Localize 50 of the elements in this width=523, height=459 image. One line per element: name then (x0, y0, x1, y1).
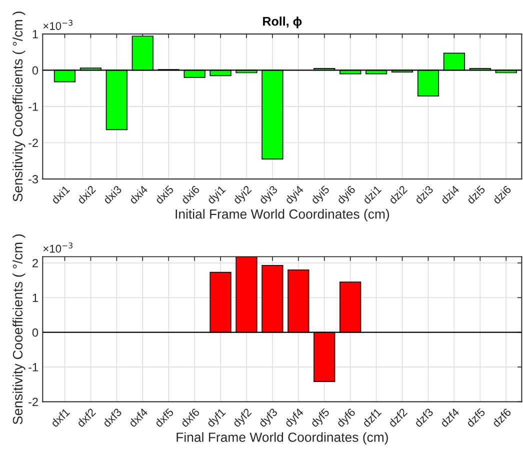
x-tick-label: dxi3 (102, 184, 122, 204)
y-tick-label: 2 (32, 258, 38, 268)
y-tick-label: 0 (32, 328, 38, 337)
x-tick-label: dzi6 (492, 184, 512, 204)
x-tick-label: dyf2 (232, 408, 254, 430)
x-tick-label: dzf2 (388, 408, 408, 428)
y-axis-title: Sensitivity Cooefficients ( °/cm ) (12, 12, 26, 202)
x-tick-label: dxi4 (128, 184, 148, 204)
y-tick-label: 1 (32, 30, 38, 38)
x-tick-label: dxf6 (180, 408, 200, 428)
x-tick-label: dyi6 (336, 184, 358, 206)
y-tick-label: -1 (28, 363, 38, 372)
x-tick-label: dxf2 (76, 408, 96, 428)
x-tick-label: dzi3 (414, 184, 434, 204)
x-tick-label: dzi4 (440, 184, 460, 204)
x-tick-label: dyi1 (206, 184, 228, 206)
x-tick-label: dzf6 (492, 408, 512, 428)
x-tick-label: dyf3 (258, 408, 280, 430)
x-axis-title: Initial Frame World Coordinates (cm) (176, 209, 390, 222)
y-tick-label: -2 (28, 138, 38, 148)
x-tick-label: dxi5 (154, 184, 174, 204)
x-tick-label: dxi1 (50, 184, 70, 204)
y-axis-title: Sensitivity Cooefficients ( °/cm ) (12, 234, 26, 424)
x-tick-label: dxi2 (76, 184, 96, 204)
x-tick-label: dyi5 (310, 184, 332, 206)
x-tick-label: dzi1 (362, 184, 382, 204)
x-tick-label: dzi5 (466, 184, 486, 204)
y-tick-label: 1 (32, 294, 38, 302)
y-tick-label: -3 (28, 175, 38, 184)
x-tick-label: dzi2 (388, 184, 408, 204)
x-tick-label: dyf6 (336, 408, 358, 430)
x-tick-label: dyi3 (258, 184, 280, 206)
text: ×10$^{−3}$ (43, 20, 72, 30)
x-tick-label: dyf4 (284, 408, 306, 430)
x-tick-label: dzf1 (362, 408, 382, 428)
x-tick-label: dyf1 (206, 408, 228, 430)
x-tick-label: dxf1 (50, 408, 70, 428)
x-tick-label: dzf3 (414, 408, 434, 428)
x-axis-title: Final Frame World Coordinates (cm) (176, 432, 388, 445)
text: ×10$^{−3}$ (43, 242, 72, 253)
y-tick-label: -1 (28, 102, 38, 111)
x-tick-label: dyi4 (284, 184, 306, 206)
y-tick-label: -2 (28, 398, 38, 406)
x-tick-label: dxf3 (102, 408, 122, 428)
x-tick-label: dyi2 (232, 184, 254, 206)
x-tick-label: dxf4 (128, 408, 148, 428)
x-tick-label: dxi6 (180, 184, 200, 204)
chart-title: Roll, ϕ (263, 16, 302, 28)
x-tick-label: dzf4 (440, 408, 460, 428)
y-tick-label: 0 (32, 66, 38, 75)
